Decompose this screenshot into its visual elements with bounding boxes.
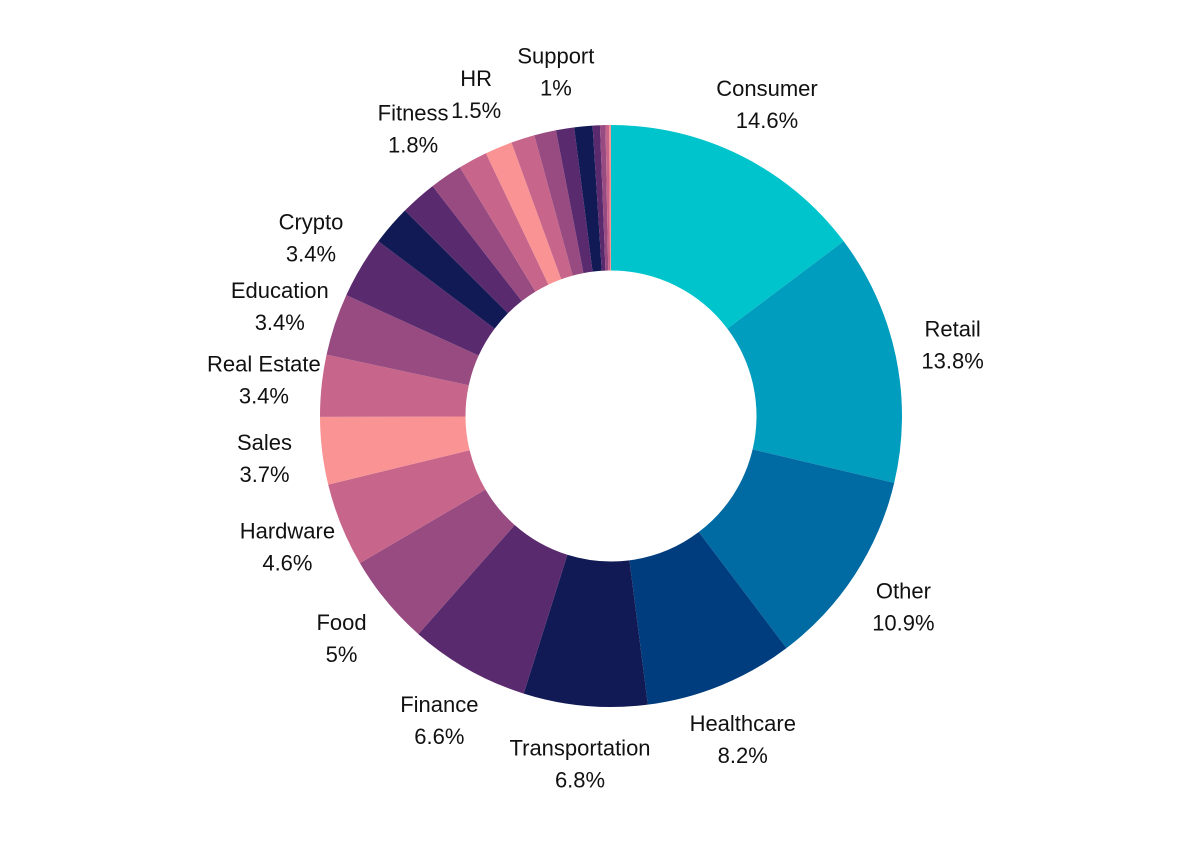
slice-hardware [328,450,486,564]
slice-cat23 [599,125,609,271]
slice-cat14 [404,186,522,314]
slice-label-transportation: Transportation [510,736,651,761]
slice-label-support: Support [517,43,594,68]
slice-value-support: 1% [540,75,572,100]
slice-cat21 [574,125,602,272]
slice-value-real-estate: 3.4% [239,384,289,409]
slice-label-finance: Finance [400,692,478,717]
slice-value-other: 10.9% [872,611,934,636]
slice-cat25 [609,125,611,271]
slice-value-transportation: 6.8% [555,768,605,793]
slice-value-hardware: 4.6% [262,551,312,576]
slice-label-consumer: Consumer [716,76,817,101]
slice-other [698,449,895,649]
slice-label-crypto: Crypto [279,210,344,235]
slice-transportation [523,554,648,707]
slice-label-sales: Sales [237,430,292,455]
slice-value-crypto: 3.4% [286,242,336,267]
slice-crypto [346,241,495,356]
slice-cat13 [378,210,508,329]
slice-value-healthcare: 8.2% [718,743,768,768]
slice-cat24 [605,125,611,271]
slice-food [359,489,515,635]
slice-healthcare [629,532,787,705]
slice-value-finance: 6.6% [414,724,464,749]
labels-group: Consumer 14.6% Retail 13.8% Other 10.9% Health… [207,43,984,792]
slice-value-hr: 1.5% [451,98,501,123]
slice-support [555,127,593,274]
slice-consumer [611,125,844,329]
slice-finance [418,525,568,694]
slice-real-estate [319,354,469,417]
slice-value-consumer: 14.6% [736,108,798,133]
slice-value-food: 5% [326,642,358,667]
slice-cat16 [459,153,549,292]
slice-sales [320,416,470,485]
slice-label-hr: HR [460,66,492,91]
slice-retail [727,241,902,483]
slice-label-retail: Retail [924,317,980,342]
slice-label-fitness: Fitness [378,101,449,126]
slice-education [326,295,479,386]
slice-value-sales: 3.7% [239,462,289,487]
slice-label-real-estate: Real Estate [207,352,321,377]
slice-cat19 [534,130,584,276]
slice-value-fitness: 1.8% [388,133,438,158]
slice-cat18 [511,135,573,280]
slice-value-retail: 13.8% [921,349,983,374]
slice-label-other: Other [876,579,931,604]
slice-fitness [432,167,536,302]
slice-label-hardware: Hardware [240,519,335,544]
slice-label-education: Education [231,278,329,303]
slice-hr [485,142,562,285]
slices-group [319,125,902,707]
slice-label-food: Food [316,610,366,635]
slice-value-education: 3.4% [255,310,305,335]
slice-cat22 [592,125,606,271]
slice-label-healthcare: Healthcare [690,711,796,736]
